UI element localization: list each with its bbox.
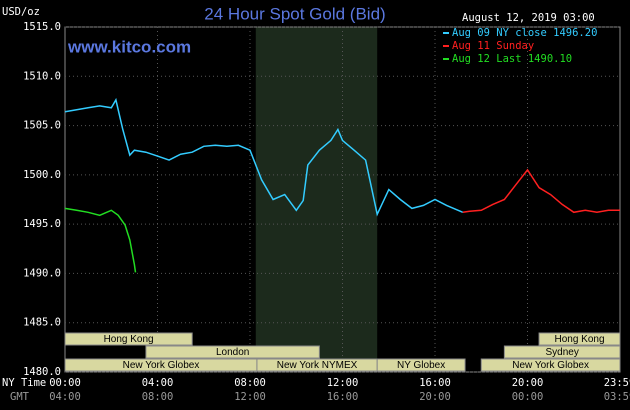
- legend-entry: Aug 12 Last 1490.10: [452, 53, 572, 65]
- timestamp: August 12, 2019 03:00: [462, 12, 595, 24]
- highlight-band: [255, 27, 378, 372]
- chart-title: 24 Hour Spot Gold (Bid): [204, 4, 385, 23]
- y-tick-label: 1490.0: [23, 267, 61, 279]
- session-bar: [64, 332, 193, 346]
- y-tick-label: 1485.0: [23, 317, 61, 329]
- legend-entry: Aug 09 NY close 1496.20: [452, 27, 597, 39]
- x2-tick-label: 16:00: [327, 391, 359, 403]
- series-line: [64, 97, 464, 217]
- x2-axis-label: GMT: [10, 391, 30, 403]
- session-label: New York NYMEX: [277, 360, 358, 371]
- x2-tick-label: 08:00: [142, 391, 174, 403]
- x-tick-label: 00:00: [49, 377, 81, 389]
- x-tick-label: 23:59: [604, 377, 630, 389]
- x-tick-label: 04:00: [142, 377, 174, 389]
- x-axis-label: NY Time: [2, 377, 46, 389]
- x2-tick-label: 03:59: [604, 391, 630, 403]
- session-label: NY Globex: [397, 360, 445, 371]
- x-tick-label: 08:00: [234, 377, 266, 389]
- y-tick-label: 1510.0: [23, 70, 61, 82]
- y-tick-label: 1515.0: [23, 21, 61, 33]
- x-tick-label: 16:00: [419, 377, 451, 389]
- series-line: [462, 168, 620, 214]
- legend-swatch: [443, 45, 449, 47]
- session-label: Hong Kong: [555, 334, 605, 345]
- session-bar: [503, 345, 621, 359]
- y-tick-label: 1505.0: [23, 120, 61, 132]
- session-bar: [538, 332, 621, 346]
- y-tick-label: 1500.0: [23, 169, 61, 181]
- legend-entry: Aug 11 Sunday: [452, 40, 534, 52]
- watermark: www.kitco.com: [67, 37, 191, 56]
- session-bar: [145, 345, 320, 359]
- session-bar: [376, 358, 466, 372]
- session-label: London: [216, 347, 249, 358]
- x-tick-label: 20:00: [512, 377, 544, 389]
- legend-swatch: [443, 58, 449, 60]
- session-label: Hong Kong: [104, 334, 154, 345]
- x-tick-label: 12:00: [327, 377, 359, 389]
- y-tick-label: 1495.0: [23, 218, 61, 230]
- session-bar: [480, 358, 621, 372]
- session-label: New York Globex: [512, 360, 589, 371]
- y-tick-label: 1480.0: [23, 366, 61, 378]
- x2-tick-label: 04:00: [49, 391, 81, 403]
- legend-swatch: [443, 32, 449, 34]
- x2-tick-label: 00:00: [512, 391, 544, 403]
- x2-tick-label: 20:00: [419, 391, 451, 403]
- session-label: Sydney: [546, 347, 579, 358]
- session-label: New York Globex: [123, 360, 200, 371]
- y-axis-label: USD/oz: [2, 6, 40, 18]
- series-line: [64, 207, 137, 273]
- x2-tick-label: 12:00: [234, 391, 266, 403]
